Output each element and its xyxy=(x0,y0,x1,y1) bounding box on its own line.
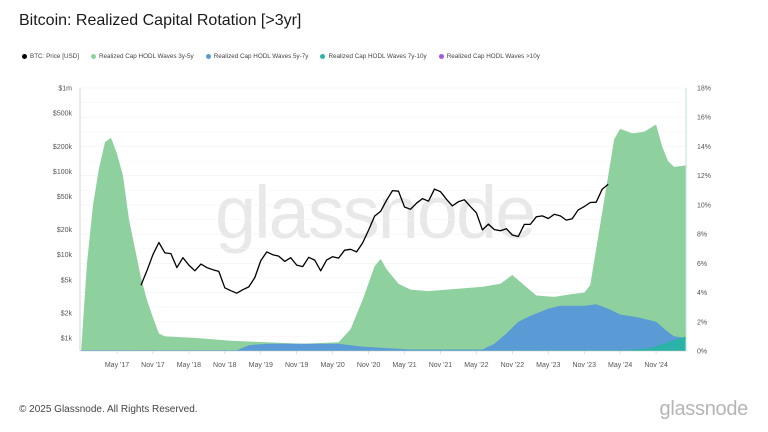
legend: BTC: Price [USD] Realized Cap HODL Waves … xyxy=(22,53,540,60)
y-right-tick-label: 18% xyxy=(697,86,711,93)
legend-dot-icon xyxy=(320,54,326,59)
x-tick-label: May '21 xyxy=(392,362,416,369)
legend-dot-icon xyxy=(205,54,211,59)
y-left-tick-label: $20k xyxy=(57,227,73,234)
x-tick-label: Nov '23 xyxy=(572,362,596,369)
watermark: glassnode xyxy=(215,171,536,254)
legend-item[interactable]: Realized Cap HODL Waves >10y xyxy=(438,53,540,60)
legend-label: Realized Cap HODL Waves >10y xyxy=(446,53,540,60)
x-tick-label: Nov '17 xyxy=(141,362,165,369)
x-tick-label: Nov '24 xyxy=(644,362,668,369)
legend-label: BTC: Price [USD] xyxy=(30,53,79,60)
y-right-tick-label: 6% xyxy=(697,261,707,268)
y-left-tick-label: $1m xyxy=(58,86,72,93)
legend-item[interactable]: Realized Cap HODL Waves 3y-5y xyxy=(90,53,194,60)
x-tick-label: May '17 xyxy=(105,362,129,369)
x-tick-label: Nov '21 xyxy=(429,362,453,369)
y-right-tick-label: 10% xyxy=(697,202,711,209)
y-right-tick-label: 0% xyxy=(697,349,707,356)
chart-title: Bitcoin: Realized Capital Rotation [>3yr… xyxy=(19,12,302,29)
y-left-tick-label: $5k xyxy=(61,277,73,284)
area-series-1 xyxy=(81,304,686,351)
legend-dot-icon xyxy=(90,54,96,59)
area-series-0 xyxy=(81,124,686,351)
y-left-tick-label: $50k xyxy=(57,194,73,201)
legend-dot-icon xyxy=(22,54,27,59)
y-right-tick-label: 4% xyxy=(697,290,707,297)
x-tick-label: Nov '19 xyxy=(285,362,309,369)
x-tick-label: May '23 xyxy=(536,362,560,369)
legend-label: Realized Cap HODL Waves 3y-5y xyxy=(98,53,194,60)
price-line xyxy=(140,183,609,294)
x-tick-label: Nov '20 xyxy=(357,362,381,369)
legend-item[interactable]: Realized Cap HODL Waves 7y-10y xyxy=(320,53,427,60)
y-left-tick-label: $500k xyxy=(53,111,73,118)
legend-item[interactable]: BTC: Price [USD] xyxy=(22,53,79,60)
y-right-tick-label: 8% xyxy=(697,232,707,239)
y-right-tick-label: 14% xyxy=(697,144,711,151)
legend-label: Realized Cap HODL Waves 7y-10y xyxy=(328,53,427,60)
y-left-tick-label: $100k xyxy=(53,169,73,176)
x-tick-label: Nov '18 xyxy=(213,362,237,369)
glassnode-logo: glassnode xyxy=(659,398,749,420)
legend-item[interactable]: Realized Cap HODL Waves 5y-7y xyxy=(205,53,309,60)
copyright: © 2025 Glassnode. All Rights Reserved. xyxy=(19,404,198,415)
y-left-tick-label: $1k xyxy=(61,336,73,343)
legend-label: Realized Cap HODL Waves 5y-7y xyxy=(213,53,309,60)
x-tick-label: May '20 xyxy=(320,362,344,369)
y-right-tick-label: 2% xyxy=(697,319,707,326)
y-left-tick-label: $2k xyxy=(61,310,73,317)
y-left-tick-label: $10k xyxy=(57,252,73,259)
y-right-tick-label: 16% xyxy=(697,115,711,122)
x-tick-label: May '19 xyxy=(249,362,273,369)
y-right-tick-label: 12% xyxy=(697,173,711,180)
x-tick-label: May '18 xyxy=(177,362,201,369)
x-tick-label: Nov '22 xyxy=(501,362,525,369)
y-left-tick-label: $200k xyxy=(53,144,73,151)
x-tick-label: May '24 xyxy=(608,362,632,369)
legend-dot-icon xyxy=(438,54,444,59)
x-tick-label: May '22 xyxy=(464,362,488,369)
